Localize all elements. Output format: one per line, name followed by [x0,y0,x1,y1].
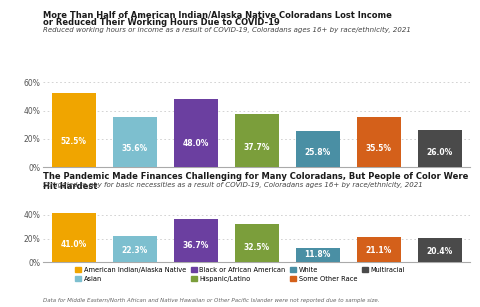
Text: More Than Half of American Indian/Alaska Native Coloradans Lost Income: More Than Half of American Indian/Alaska… [43,11,392,20]
Text: 11.8%: 11.8% [305,250,331,258]
Text: 21.1%: 21.1% [366,247,392,255]
Bar [174,99,218,167]
Bar [52,93,96,167]
Text: 26.0%: 26.0% [427,148,453,157]
Text: 32.5%: 32.5% [244,243,270,252]
Text: 48.0%: 48.0% [182,139,209,148]
Bar [235,223,279,262]
Text: 22.3%: 22.3% [121,246,148,255]
Text: 37.7%: 37.7% [243,143,270,152]
Text: 20.4%: 20.4% [427,247,453,256]
Text: or Reduced Their Working Hours Due to COVID-19: or Reduced Their Working Hours Due to CO… [43,18,280,27]
Text: 52.5%: 52.5% [60,138,87,146]
Bar [113,236,156,262]
Bar [418,238,462,262]
Bar [113,117,156,167]
Text: 41.0%: 41.0% [60,240,87,249]
Text: Reduced working hours or income as a result of COVID-19, Coloradans ages 16+ by : Reduced working hours or income as a res… [43,27,411,33]
Text: 36.7%: 36.7% [182,241,209,250]
Text: Struggled to pay for basic necessities as a result of COVID-19, Coloradans ages : Struggled to pay for basic necessities a… [43,182,423,188]
Text: Data for Middle Eastern/North African and Native Hawaiian or Other Pacific Islan: Data for Middle Eastern/North African an… [43,298,380,303]
Bar [52,213,96,262]
Text: 35.5%: 35.5% [366,144,392,153]
Bar [357,237,401,262]
Text: The Pandemic Made Finances Challenging for Many Coloradans, But People of Color : The Pandemic Made Finances Challenging f… [43,172,468,191]
Bar [418,130,462,167]
Bar [174,219,218,262]
Text: 25.8%: 25.8% [305,148,331,157]
Bar [296,248,340,262]
Bar [357,117,401,167]
Legend: American Indian/Alaska Native, Asian, Black or African American, Hispanic/Latino: American Indian/Alaska Native, Asian, Bl… [72,264,408,285]
Bar [235,114,279,167]
Bar [296,131,340,167]
Text: 35.6%: 35.6% [122,144,148,153]
